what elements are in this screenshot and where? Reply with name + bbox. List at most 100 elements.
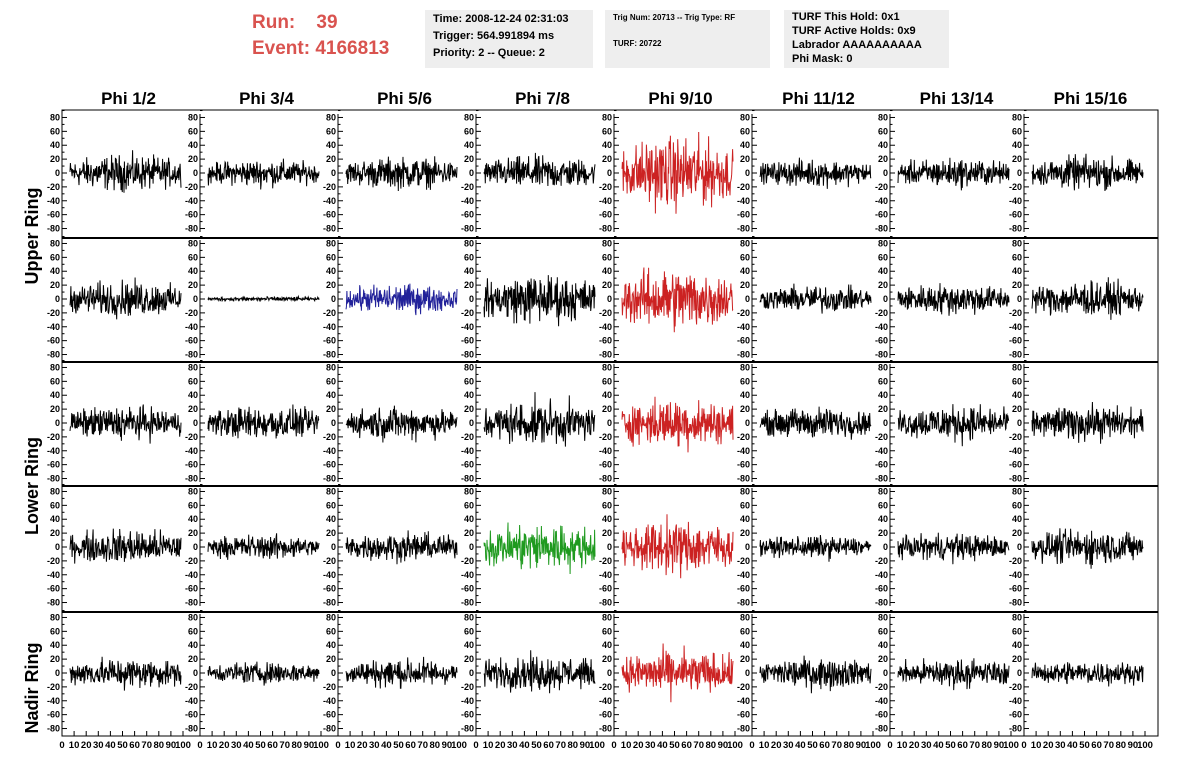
y-tick-label: -80 [323,350,336,360]
y-tick-label: -40 [323,446,336,456]
y-tick-label: 20 [878,154,888,164]
x-tick-label: 40 [243,740,254,751]
y-tick-label: -20 [323,432,336,442]
y-tick-label: -60 [323,210,336,220]
waveform-trace [207,533,320,560]
y-tick-label: -20 [1009,556,1022,566]
x-tick-label: 40 [933,740,944,751]
turf-text: TURF: 20722 [613,39,662,48]
x-tick-label: 40 [1067,740,1078,751]
y-tick-label: -40 [47,696,60,706]
y-tick-label: 60 [1012,376,1022,386]
run-value: 39 [316,12,338,33]
y-tick-label: 0 [55,542,60,552]
y-tick-label: -80 [875,474,888,484]
y-tick-label: 40 [326,514,336,524]
y-tick-label: 80 [464,112,474,122]
x-tick-label: 30 [921,740,932,751]
y-tick-label: 80 [188,362,198,372]
x-tick-label: 0 [59,740,64,751]
x-tick-label: 50 [669,740,680,751]
y-tick-label: -20 [323,308,336,318]
y-tick-label: 80 [1012,112,1022,122]
y-tick-label: 60 [464,626,474,636]
y-tick-label: 0 [883,168,888,178]
x-tick-label: 20 [81,740,92,751]
y-tick-label: -20 [1009,432,1022,442]
y-tick-label: 20 [878,654,888,664]
waveform-trace [759,534,872,562]
y-tick-label: -60 [737,584,750,594]
waveform-trace [483,152,596,187]
y-tick-label: -40 [323,696,336,706]
x-tick-label: 10 [1031,740,1042,751]
panel: -80 -60 -40 -20 0 20 40 60 80 [185,610,320,734]
y-tick-label: 80 [878,486,888,496]
y-tick-label: -20 [737,682,750,692]
waveform-trace [1031,277,1144,320]
y-tick-label: 80 [740,612,750,622]
panel: -80 -60 -40 -20 0 20 40 60 80 [185,110,320,234]
x-tick-label: 40 [657,740,668,751]
y-tick-label: 40 [188,640,198,650]
y-tick-label: 0 [193,294,198,304]
y-tick-label: 80 [602,486,612,496]
y-tick-label: -20 [47,682,60,692]
panel: -80 -60 -40 -20 0 20 40 60 80 [875,484,1010,608]
y-tick-label: -40 [1009,196,1022,206]
y-tick-label: 40 [50,640,60,650]
y-tick-label: 0 [883,542,888,552]
x-tick-label: 20 [357,740,368,751]
waveform-trace [1031,401,1144,444]
y-tick-label: -20 [1009,182,1022,192]
waveform-trace [483,275,596,327]
x-tick-label: 10 [69,740,80,751]
x-tick-label: 60 [681,740,692,751]
y-tick-label: 60 [326,252,336,262]
y-tick-label: 40 [50,390,60,400]
y-tick-label: -20 [599,432,612,442]
y-tick-label: -20 [599,308,612,318]
y-tick-label: 0 [1017,168,1022,178]
y-tick-label: 20 [326,404,336,414]
column-title: Phi 1/2 [101,89,156,108]
y-tick-label: 20 [50,404,60,414]
y-tick-label: -20 [47,308,60,318]
y-tick-label: 80 [50,486,60,496]
y-tick-label: -80 [185,224,198,234]
x-tick-label: 30 [231,740,242,751]
y-tick-label: -60 [1009,584,1022,594]
y-tick-label: -60 [185,460,198,470]
y-tick-label: 60 [188,500,198,510]
x-tick-label: 0 [197,740,202,751]
run-label: Run: [252,12,296,33]
y-tick-label: -80 [47,474,60,484]
waveform-trace [897,283,1010,316]
y-tick-label: 40 [602,514,612,524]
y-tick-label: -60 [875,584,888,594]
y-tick-label: 40 [464,640,474,650]
y-tick-label: 60 [188,626,198,636]
y-tick-label: -80 [47,224,60,234]
waveform-trace [621,396,734,453]
panel: -80 -60 -40 -20 0 20 40 60 80 [461,360,596,484]
y-tick-label: 60 [740,500,750,510]
x-tick-label: 80 [706,740,717,751]
x-tick-label: 50 [1079,740,1090,751]
panel: -80 -60 -40 -20 0 20 40 60 80 [323,484,458,608]
y-tick-label: 60 [188,252,198,262]
y-tick-label: -60 [599,336,612,346]
waveform-trace [345,156,458,192]
y-tick-label: 20 [188,404,198,414]
y-tick-label: -80 [1009,598,1022,608]
y-tick-label: 60 [602,376,612,386]
x-tick-label: 30 [783,740,794,751]
y-tick-label: 20 [1012,654,1022,664]
y-tick-label: 0 [883,294,888,304]
trig-info-box: Trig Num: 20713 -- Trig Type: RF TURF: 2… [605,10,770,68]
y-tick-label: -20 [323,182,336,192]
y-tick-label: 60 [878,500,888,510]
y-tick-label: -60 [323,460,336,470]
y-tick-label: 0 [331,668,336,678]
y-tick-label: -20 [461,682,474,692]
